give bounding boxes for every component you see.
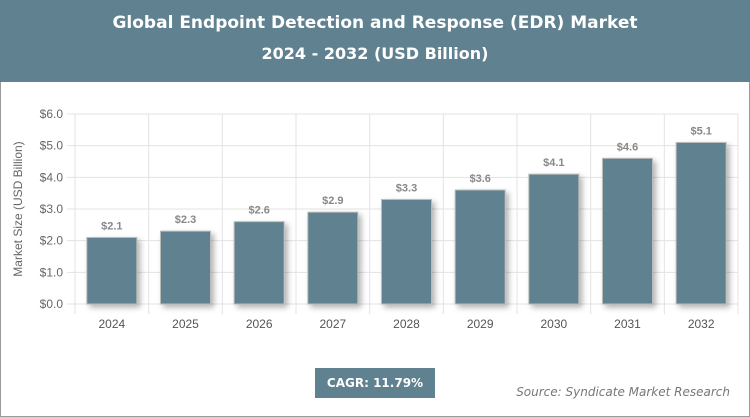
x-tick-label: 2028 bbox=[393, 317, 420, 331]
x-tick-label: 2027 bbox=[319, 317, 346, 331]
x-tick-label: 2032 bbox=[688, 317, 715, 331]
chart-title: Global Endpoint Detection and Response (… bbox=[112, 13, 638, 33]
bar bbox=[454, 189, 506, 305]
bar bbox=[675, 142, 727, 305]
source-note: Source: Syndicate Market Research bbox=[516, 385, 730, 399]
bar bbox=[381, 199, 432, 305]
y-tick-label: $0.0 bbox=[40, 297, 64, 311]
data-label: $2.1 bbox=[101, 221, 122, 233]
x-tick-label: 2031 bbox=[614, 317, 641, 331]
x-tick-label: 2029 bbox=[467, 317, 494, 331]
x-tick-label: 2026 bbox=[246, 317, 273, 331]
x-tick-label: 2024 bbox=[98, 317, 125, 331]
y-tick-label: $2.0 bbox=[40, 234, 64, 248]
bar bbox=[233, 221, 285, 305]
data-label: $2.6 bbox=[248, 205, 269, 217]
data-label: $2.9 bbox=[322, 195, 343, 207]
data-label: $5.1 bbox=[690, 126, 711, 138]
bar bbox=[160, 230, 211, 305]
bar bbox=[528, 173, 580, 305]
y-tick-label: $3.0 bbox=[40, 202, 64, 216]
y-tick-label: $6.0 bbox=[40, 107, 64, 121]
data-label: $4.1 bbox=[543, 157, 564, 169]
bar bbox=[307, 211, 359, 305]
y-tick-label: $5.0 bbox=[40, 139, 64, 153]
chart-subtitle: 2024 - 2032 (USD Billion) bbox=[261, 44, 489, 63]
data-label: $4.6 bbox=[617, 141, 638, 153]
x-tick-label: 2025 bbox=[172, 317, 199, 331]
data-label: $3.6 bbox=[469, 173, 490, 185]
y-tick-label: $4.0 bbox=[40, 170, 64, 184]
chart-header: Global Endpoint Detection and Response (… bbox=[0, 0, 750, 82]
bar bbox=[86, 237, 138, 305]
data-label: $3.3 bbox=[396, 183, 417, 195]
x-tick-label: 2030 bbox=[540, 317, 567, 331]
bar bbox=[602, 157, 653, 305]
y-axis-label: Market Size (USD Billion) bbox=[11, 141, 25, 276]
y-tick-label: $1.0 bbox=[40, 265, 64, 279]
data-label: $2.3 bbox=[175, 214, 196, 226]
cagr-badge: CAGR: 11.79% bbox=[315, 368, 435, 398]
